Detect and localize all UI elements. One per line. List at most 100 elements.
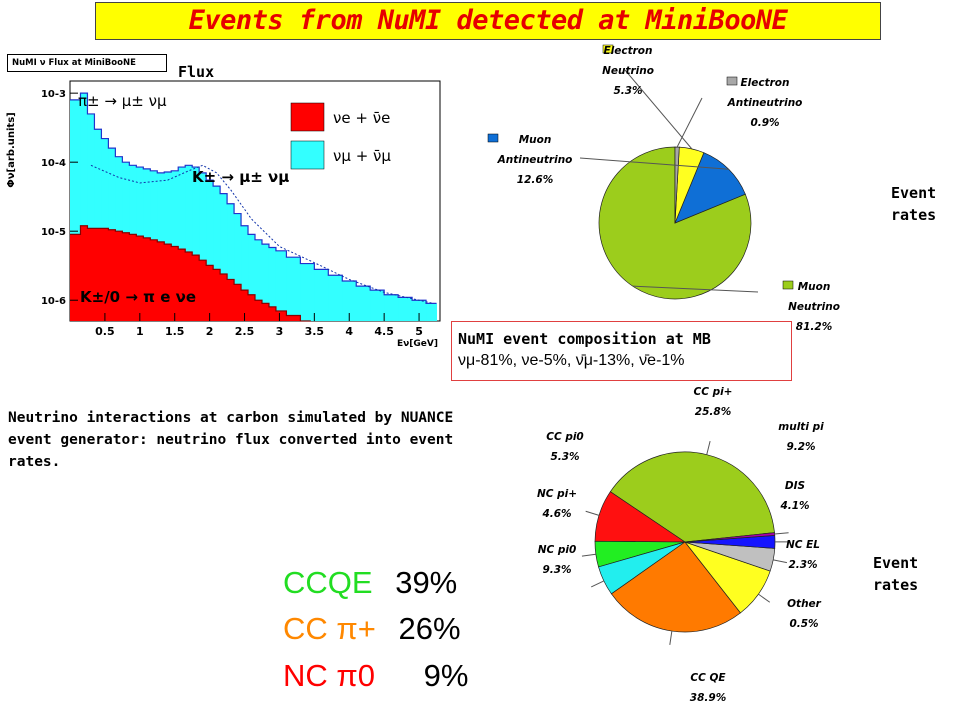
flux-series-outline xyxy=(70,225,311,322)
flux-label: Flux xyxy=(178,63,215,81)
legend-label-numu: νμ + ν̄μ xyxy=(333,147,391,165)
flux-bin xyxy=(150,239,158,321)
pie2-leader-line xyxy=(706,440,711,455)
flux-bin xyxy=(384,294,399,321)
flux-bin xyxy=(185,251,193,321)
pie2-label-dis: DIS 4.1% xyxy=(773,476,817,516)
flux-bin xyxy=(70,99,81,321)
flux-bin xyxy=(398,297,413,321)
pie1-label-name2: Antineutrino xyxy=(727,97,803,109)
pie1-label-pct: 12.6% xyxy=(516,174,554,186)
flux-bin xyxy=(342,280,357,321)
pie2-label-name: CC pi0 xyxy=(546,431,584,443)
flux-bin xyxy=(178,167,186,321)
legend-swatch-nue xyxy=(290,102,325,132)
flux-bin xyxy=(213,269,221,321)
flux-bin xyxy=(220,193,228,321)
flux-bin xyxy=(220,273,228,321)
flux-bin xyxy=(227,203,235,321)
flux-bin xyxy=(129,234,137,321)
flux-chart: 0.5 1 1.5 2 2.5 3 3.5 4 4.5 5 10-3 10-4 10-5 10-6 Φν[… xyxy=(6,80,441,349)
flux-bin xyxy=(275,310,287,321)
flux-bin xyxy=(412,300,427,321)
annotation-kaon-decay: K± → μ± νμ xyxy=(192,168,289,186)
description-text: Neutrino interactions at carbon simulate… xyxy=(8,410,454,470)
flux-bin xyxy=(275,250,287,321)
pie1-label-muon-antineutrino: Muon Antineutrino 12.6% xyxy=(490,130,580,190)
pie2-label-name: CC pi+ xyxy=(693,386,733,398)
pie1-label-electron-neutrino: Electron Neutrino 5.3% xyxy=(588,41,668,101)
pie2-label-other: Other 0.5% xyxy=(776,594,832,634)
annotation-pion-decay: π± → μ± νμ xyxy=(78,92,167,110)
pie1-swatch-muon-antineutrino xyxy=(487,133,499,143)
flux-bin xyxy=(94,129,102,321)
composition-line1: NuMI event composition at MB xyxy=(458,330,711,348)
pie2-label-name: DIS xyxy=(784,480,806,492)
pie2-label-pct: 38.9% xyxy=(689,692,727,704)
summary-ccqe: CCQE 39% xyxy=(283,563,457,603)
summary-ncpi: NC π0 9% xyxy=(283,656,468,696)
flux-bin xyxy=(80,93,88,321)
legend-label-nue: νe + ν̄e xyxy=(333,109,390,127)
pie1-label-name1: Muon xyxy=(518,134,552,146)
flux-bin xyxy=(87,113,95,321)
flux-bin xyxy=(171,246,179,321)
flux-bin xyxy=(234,213,242,321)
pie1-label-muon-neutrino: Muon Neutrino 81.2% xyxy=(780,277,848,337)
x-tick-label: 5 xyxy=(415,325,423,338)
flux-bin xyxy=(192,255,200,321)
flux-bin xyxy=(370,290,385,321)
flux-bin xyxy=(199,260,207,321)
composition-line2: νμ-81%, νe-5%, ν̄μ-13%, ν̄e-1% xyxy=(458,352,685,369)
pie1-label-name1: Electron xyxy=(603,45,653,57)
x-tick-label: 3 xyxy=(276,325,284,338)
flux-bin xyxy=(356,286,371,321)
pie2-label-cc-piplus: CC pi+ 25.8% xyxy=(678,382,748,422)
pie1-swatch-muon-neutrino xyxy=(782,280,794,290)
flux-bin xyxy=(248,234,256,321)
flux-bin xyxy=(185,165,193,321)
kaon-dotted-curve xyxy=(90,164,434,304)
y-tick-label: 10-5 xyxy=(41,227,66,238)
pie2-leader-line xyxy=(581,553,596,557)
y-tick-label: 10-4 xyxy=(41,158,66,169)
flux-ylabel: Φν[arb.units] xyxy=(6,112,17,188)
pie2-label-pct: 9.3% xyxy=(542,564,572,576)
flux-bin xyxy=(268,306,277,321)
flux-bin xyxy=(171,170,179,321)
y-tick-label: 10-6 xyxy=(41,296,66,307)
pie1-leader-line xyxy=(624,69,693,150)
flux-bin xyxy=(80,225,88,321)
pie2-leader-line xyxy=(774,532,789,535)
flux-bin xyxy=(255,300,263,321)
flux-bin xyxy=(300,263,315,321)
x-tick-label: 3.5 xyxy=(305,325,325,338)
flux-bin xyxy=(136,236,144,321)
flux-bin xyxy=(164,244,172,321)
pie2-label-nc-pi0: NC pi0 9.3% xyxy=(527,540,587,580)
pie1-label-pct: 0.9% xyxy=(750,117,780,129)
pie2-label-nc-el: NC EL 2.3% xyxy=(778,535,828,575)
flux-bin xyxy=(261,303,270,321)
x-tick-label: 0.5 xyxy=(95,325,115,338)
pie1-leader-line xyxy=(579,157,729,170)
pie2-label-name: multi pi xyxy=(778,421,824,433)
x-tick-label: 4 xyxy=(345,325,353,338)
pie-slice-other xyxy=(684,532,776,543)
pie2-label-pct: 9.2% xyxy=(786,441,816,453)
flux-bin xyxy=(206,265,214,321)
pie2-label-nc-piplus: NC pi+ 4.6% xyxy=(527,484,587,524)
flux-bin xyxy=(157,241,165,321)
pie2-label-cc-qe: CC QE 38.9% xyxy=(673,668,743,708)
annotation-ke3-decay: K±/0 → π e νe xyxy=(80,288,196,306)
flux-bin xyxy=(255,239,263,321)
flux-bin xyxy=(122,232,130,321)
flux-bin xyxy=(286,257,301,321)
flux-bin xyxy=(426,303,438,321)
event-rates-label-top: Event rates xyxy=(891,184,937,224)
flux-bin xyxy=(94,228,102,321)
pie2-label-name: NC pi+ xyxy=(536,488,578,500)
pie2-label-name: NC EL xyxy=(785,539,820,551)
flux-bin xyxy=(234,284,242,321)
pie2-label-multi-pi: multi pi 9.2% xyxy=(771,417,831,457)
